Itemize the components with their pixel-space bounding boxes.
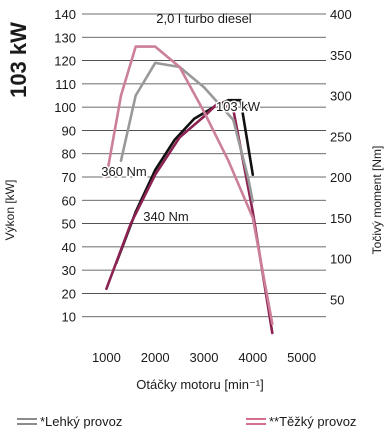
legend-light-label: *Lehký provoz bbox=[40, 414, 123, 429]
y-left-tick-label: 10 bbox=[62, 310, 76, 325]
y-right-tick-label: 50 bbox=[330, 292, 344, 307]
y-right-tick-label: 150 bbox=[330, 211, 352, 226]
y-left-tick-label: 140 bbox=[54, 7, 76, 22]
legend-light-swatch bbox=[17, 417, 37, 426]
y-left-tick-label: 40 bbox=[62, 240, 76, 255]
legend-heavy-swatch bbox=[246, 417, 266, 426]
legend-light: *Lehký provoz bbox=[17, 414, 122, 429]
annotation-label: 360 Nm bbox=[101, 164, 147, 179]
series-line-power_light bbox=[114, 98, 255, 265]
annotation-label: 340 Nm bbox=[143, 209, 189, 224]
y-left-tick-label: 110 bbox=[55, 77, 76, 92]
y-left-tick-label: 90 bbox=[62, 123, 76, 138]
x-tick-label: 1000 bbox=[92, 350, 121, 365]
y-left-axis-label: Výkon [kW] bbox=[3, 180, 17, 241]
y-right-tick-label: 200 bbox=[330, 170, 352, 185]
x-tick-label: 5000 bbox=[287, 350, 316, 365]
y-right-tick-label: 250 bbox=[330, 129, 352, 144]
y-left-tick-label: 60 bbox=[62, 193, 76, 208]
y-left-tick-label: 100 bbox=[54, 100, 76, 115]
x-axis-label: Otáčky motoru [min⁻¹] bbox=[136, 377, 264, 392]
y-right-tick-label: 300 bbox=[330, 89, 352, 104]
y-right-tick-label: 350 bbox=[330, 48, 352, 63]
x-tick-label: 3000 bbox=[190, 350, 219, 365]
y-left-tick-label: 130 bbox=[54, 30, 76, 45]
series-line-power_heavy bbox=[105, 101, 274, 335]
series-line-torque_light bbox=[119, 61, 255, 203]
y-left-tick-label: 50 bbox=[62, 217, 76, 232]
x-tick-label: 2000 bbox=[141, 350, 170, 365]
annotation-label: 103 kW bbox=[216, 99, 261, 114]
x-tick-label: 4000 bbox=[238, 350, 267, 365]
y-right-tick-label: 100 bbox=[330, 252, 352, 267]
y-left-tick-label: 70 bbox=[62, 170, 76, 185]
chart-title: 2,0 l turbo diesel bbox=[156, 11, 252, 26]
legend-heavy-label: **Těžký provoz bbox=[269, 414, 357, 429]
y-right-axis-label: Točivý moment [Nm] bbox=[370, 146, 384, 255]
y-left-tick-label: 120 bbox=[54, 54, 76, 69]
y-left-tick-label: 30 bbox=[62, 263, 76, 278]
series-line-torque_heavy bbox=[105, 45, 274, 326]
y-right-tick-label: 400 bbox=[330, 7, 352, 22]
y-left-tick-label: 80 bbox=[62, 147, 76, 162]
y-left-tick-label: 20 bbox=[62, 286, 76, 301]
legend-heavy: **Těžký provoz bbox=[246, 414, 356, 429]
